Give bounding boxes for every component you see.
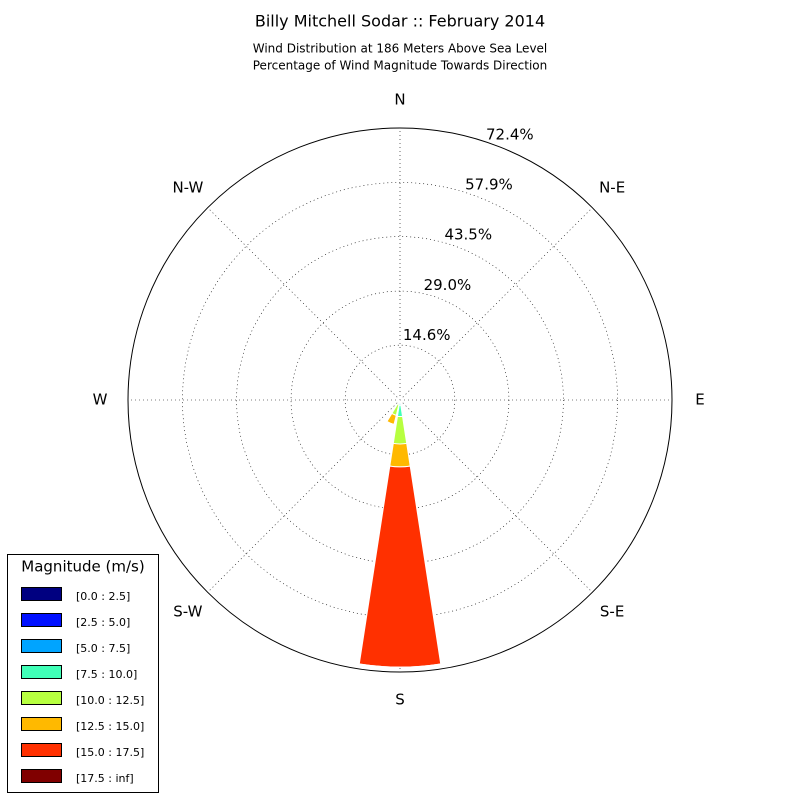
direction-label: S-W — [173, 603, 202, 621]
radial-tick-label: 43.5% — [444, 226, 492, 244]
legend-swatch — [21, 743, 62, 757]
legend-label: [15.0 : 17.5] — [76, 746, 144, 759]
grid-spoke — [399, 399, 593, 593]
direction-label: N-E — [599, 178, 625, 196]
radial-tick-label: 72.4% — [486, 125, 534, 143]
legend-label: [17.5 : inf] — [76, 772, 134, 785]
grid-ring — [182, 182, 618, 618]
legend-swatch — [21, 717, 62, 731]
wind-wedge — [389, 442, 411, 468]
legend-label: [5.0 : 7.5] — [76, 642, 130, 655]
chart-subtitle: Percentage of Wind Magnitude Towards Dir… — [253, 59, 547, 73]
legend-label: [12.5 : 15.0] — [76, 720, 144, 733]
direction-label: E — [695, 391, 704, 409]
legend-swatch — [21, 613, 62, 627]
grid-spoke — [207, 207, 401, 401]
legend-swatch — [21, 639, 62, 653]
legend-swatch — [21, 587, 62, 601]
grid-spoke — [399, 207, 593, 401]
grid-spoke — [207, 399, 401, 593]
legend-title: Magnitude (m/s) — [21, 558, 144, 576]
direction-label: S-E — [600, 603, 624, 621]
direction-label: S — [395, 691, 405, 709]
grid-ring — [344, 344, 456, 456]
radial-tick-label: 29.0% — [424, 276, 472, 294]
legend-swatch — [21, 691, 62, 705]
legend-label: [10.0 : 12.5] — [76, 694, 144, 707]
legend-label: [2.5 : 5.0] — [76, 616, 130, 629]
grid-ring — [290, 290, 510, 510]
radial-tick-label: 57.9% — [465, 176, 513, 194]
legend-swatch — [21, 665, 62, 679]
radial-tick-label: 14.6% — [403, 326, 451, 344]
wind-wedge — [358, 465, 442, 668]
direction-label: N-W — [172, 178, 203, 196]
legend-swatch — [21, 769, 62, 783]
legend-label: [0.0 : 2.5] — [76, 590, 130, 603]
polar-frame — [127, 127, 673, 673]
chart-title: Billy Mitchell Sodar :: February 2014 — [255, 12, 545, 31]
direction-label: N — [394, 91, 405, 109]
chart-subtitle: Wind Distribution at 186 Meters Above Se… — [253, 42, 548, 56]
direction-label: W — [93, 391, 108, 409]
legend-label: [7.5 : 10.0] — [76, 668, 137, 681]
